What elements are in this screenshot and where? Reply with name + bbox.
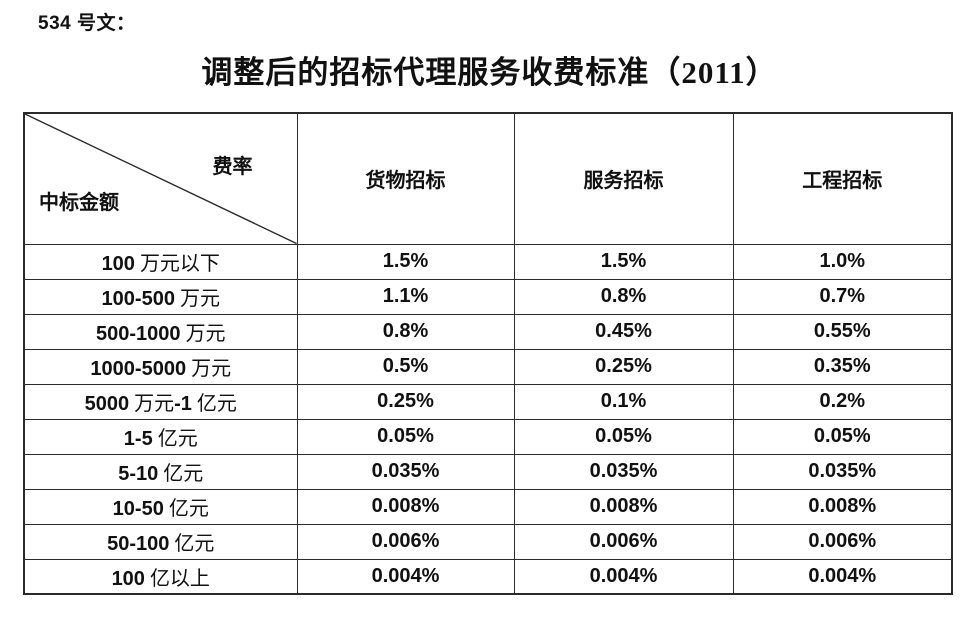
table-row: 1000-5000 万元 0.5% 0.25% 0.35% <box>23 348 953 385</box>
corner-label-rate: 费率 <box>212 156 253 178</box>
amount-bracket-cell: 100-500 万元 <box>23 278 298 315</box>
rate-cell-works: 0.035% <box>732 453 953 490</box>
rate-cell-service: 0.035% <box>513 453 734 490</box>
rate-cell-goods: 1.1% <box>296 278 515 315</box>
table-row: 500-1000 万元 0.8% 0.45% 0.55% <box>23 313 953 350</box>
rate-cell-works: 0.008% <box>732 488 953 525</box>
rate-cell-goods: 0.035% <box>296 453 515 490</box>
rate-cell-works: 0.2% <box>732 383 953 420</box>
table-row: 100-500 万元 1.1% 0.8% 0.7% <box>23 278 953 315</box>
rate-cell-goods: 0.8% <box>296 313 515 350</box>
amount-bracket-cell: 100 万元以下 <box>23 243 298 280</box>
rate-cell-goods: 0.004% <box>296 558 515 595</box>
table-row: 100 亿以上 0.004% 0.004% 0.004% <box>23 558 953 595</box>
rate-cell-works: 0.55% <box>732 313 953 350</box>
doc-ref-label: 534 号文： <box>38 13 136 34</box>
amount-bracket-cell: 5-10 亿元 <box>23 453 298 490</box>
amount-bracket-cell: 1000-5000 万元 <box>23 348 298 385</box>
rate-cell-goods: 0.006% <box>296 523 515 560</box>
amount-bracket-cell: 1-5 亿元 <box>23 418 298 455</box>
rate-cell-works: 0.35% <box>732 348 953 385</box>
rate-cell-works: 1.0% <box>732 243 953 280</box>
rate-cell-service: 0.1% <box>513 383 734 420</box>
amount-bracket-cell: 5000 万元-1 亿元 <box>23 383 298 420</box>
corner-label-amount: 中标金额 <box>39 192 119 214</box>
fee-rate-table: 费率 中标金额 货物招标 服务招标 工程招标 100 万元以下 1.5% 1.5… <box>23 112 953 595</box>
column-header-goods: 货物招标 <box>296 112 515 245</box>
rate-cell-works: 0.05% <box>732 418 953 455</box>
rate-cell-service: 0.008% <box>513 488 734 525</box>
rate-cell-goods: 0.008% <box>296 488 515 525</box>
table-row: 100 万元以下 1.5% 1.5% 1.0% <box>23 243 953 280</box>
amount-bracket-cell: 100 亿以上 <box>23 558 298 595</box>
rate-cell-service: 0.05% <box>513 418 734 455</box>
rate-cell-goods: 0.5% <box>296 348 515 385</box>
rate-cell-goods: 0.25% <box>296 383 515 420</box>
rate-cell-works: 0.006% <box>732 523 953 560</box>
column-header-works: 工程招标 <box>732 112 953 245</box>
rate-cell-goods: 0.05% <box>296 418 515 455</box>
rate-cell-works: 0.004% <box>732 558 953 595</box>
table-row: 5000 万元-1 亿元 0.25% 0.1% 0.2% <box>23 383 953 420</box>
table-row: 50-100 亿元 0.006% 0.006% 0.006% <box>23 523 953 560</box>
rate-cell-service: 0.25% <box>513 348 734 385</box>
rate-cell-works: 0.7% <box>732 278 953 315</box>
table-row: 5-10 亿元 0.035% 0.035% 0.035% <box>23 453 953 490</box>
rate-cell-service: 0.006% <box>513 523 734 560</box>
rate-cell-service: 0.004% <box>513 558 734 595</box>
rate-cell-service: 0.45% <box>513 313 734 350</box>
rate-cell-service: 0.8% <box>513 278 734 315</box>
rate-cell-service: 1.5% <box>513 243 734 280</box>
amount-bracket-cell: 500-1000 万元 <box>23 313 298 350</box>
diagonal-divider <box>25 114 297 244</box>
rate-cell-goods: 1.5% <box>296 243 515 280</box>
column-header-service: 服务招标 <box>513 112 734 245</box>
amount-bracket-cell: 10-50 亿元 <box>23 488 298 525</box>
table-row: 10-50 亿元 0.008% 0.008% 0.008% <box>23 488 953 525</box>
corner-header-cell: 费率 中标金额 <box>23 112 298 245</box>
header-row: 费率 中标金额 货物招标 服务招标 工程招标 <box>23 112 953 245</box>
amount-bracket-cell: 50-100 亿元 <box>23 523 298 560</box>
table-row: 1-5 亿元 0.05% 0.05% 0.05% <box>23 418 953 455</box>
page-title: 调整后的招标代理服务收费标准（2011） <box>201 55 778 90</box>
